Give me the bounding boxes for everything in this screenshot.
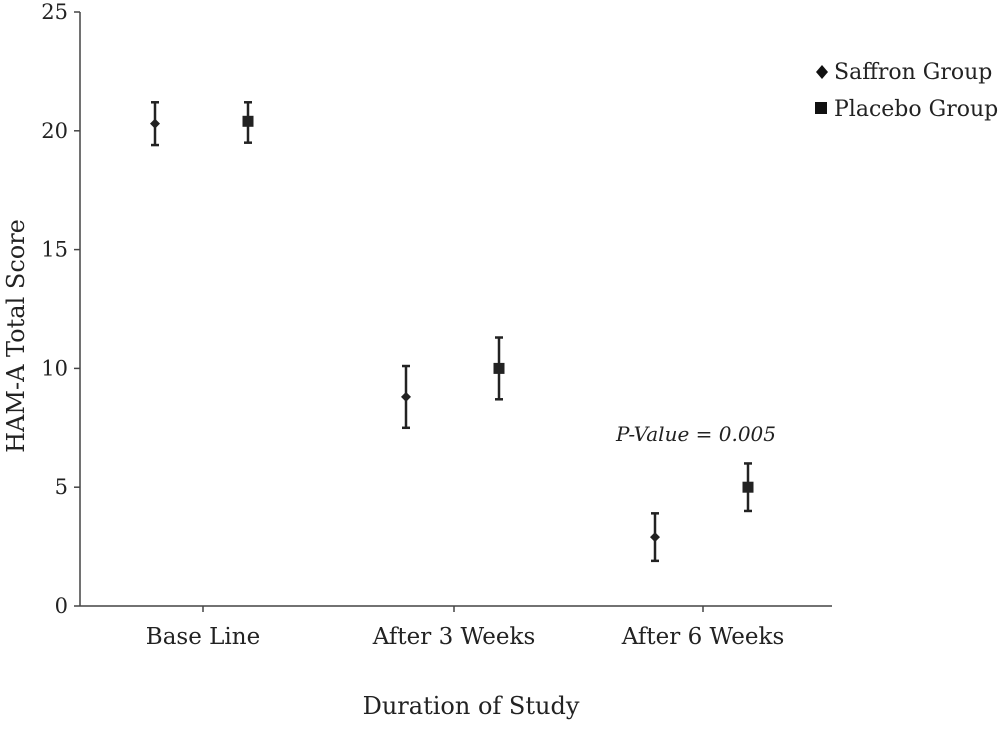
x-tick-label: After 3 Weeks <box>372 624 536 650</box>
axes <box>79 12 832 607</box>
saffron-point <box>650 532 660 543</box>
y-tick-label: 25 <box>41 0 68 24</box>
data-marks <box>150 101 754 563</box>
legend-saffron-marker-icon <box>816 65 828 79</box>
x-ticks: Base Line After 3 Weeks After 6 Weeks <box>146 606 784 650</box>
x-axis-title: Duration of Study <box>363 692 580 720</box>
y-tick-label: 15 <box>41 238 68 262</box>
placebo-point <box>242 115 254 127</box>
x-tick-label: After 6 Weeks <box>621 624 785 650</box>
legend: Saffron Group Placebo Group <box>815 60 998 122</box>
placebo-point <box>493 362 505 374</box>
y-tick-label: 5 <box>55 475 68 499</box>
placebo-point <box>742 481 754 493</box>
p-value-annotation: P-Value = 0.005 <box>615 422 776 446</box>
y-tick-label: 0 <box>55 594 68 618</box>
legend-saffron-label: Saffron Group <box>834 60 992 85</box>
saffron-point <box>401 391 411 402</box>
x-tick-label: Base Line <box>146 624 260 650</box>
legend-placebo-label: Placebo Group <box>834 97 998 122</box>
legend-placebo-marker-icon <box>815 102 827 114</box>
saffron-point <box>150 118 160 129</box>
y-axis-title: HAM-A Total Score <box>2 219 30 453</box>
y-ticks: 0 5 10 15 20 25 <box>41 0 80 618</box>
y-tick-label: 20 <box>41 119 68 143</box>
y-tick-label: 10 <box>41 356 68 380</box>
